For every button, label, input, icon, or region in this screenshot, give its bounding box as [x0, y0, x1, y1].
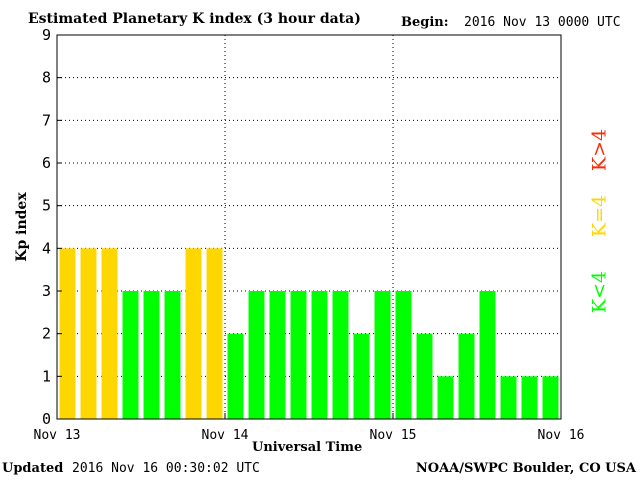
y-tick-label: 6: [42, 154, 51, 172]
y-tick-label: 2: [42, 325, 51, 343]
y-tick-label: 1: [42, 367, 51, 385]
y-tick-label: 7: [42, 111, 51, 129]
kp-bar: [353, 333, 370, 419]
y-tick-label: 8: [42, 69, 51, 87]
kp-bar: [185, 248, 202, 419]
kp-bar: [227, 333, 244, 419]
kp-bar: [416, 333, 433, 419]
kp-bar: [311, 291, 328, 419]
x-axis-label: Universal Time: [252, 440, 363, 455]
chart-title: Estimated Planetary K index (3 hour data…: [28, 11, 361, 27]
kp-bar: [248, 291, 265, 419]
updated-label: Updated: [2, 461, 64, 476]
y-tick-label: 3: [42, 282, 51, 300]
kp-bar: [542, 376, 559, 419]
plot-frame: [56, 34, 562, 420]
kp-bar: [500, 376, 517, 419]
kp-bar: [479, 291, 496, 419]
kp-bar: [290, 291, 307, 419]
kp-bar: [374, 291, 391, 419]
y-tick-label: 9: [42, 26, 51, 44]
y-tick-label: 5: [42, 197, 51, 215]
x-tick-label: Nov 14: [202, 428, 249, 443]
kp-bar: [80, 248, 97, 419]
kp-bar: [458, 333, 475, 419]
begin-value: 2016 Nov 13 0000 UTC: [464, 15, 621, 30]
kp-bar: [269, 291, 286, 419]
x-tick-label: Nov 15: [370, 428, 417, 443]
source-credit: NOAA/SWPC Boulder, CO USA: [415, 461, 636, 476]
kp-bar: [59, 248, 76, 419]
y-tick-label: 4: [42, 239, 51, 257]
x-tick-label: Nov 13: [34, 428, 81, 443]
kp-bar: [332, 291, 349, 419]
kp-bar: [437, 376, 454, 419]
kp-bar: [521, 376, 538, 419]
kp-bar: [164, 291, 181, 419]
begin-label: Begin:: [401, 15, 449, 30]
kp-bar: [206, 248, 223, 419]
y-tick-label: 0: [42, 410, 51, 428]
kp-bar: [122, 291, 139, 419]
kp-bar: [395, 291, 412, 419]
kp-bar: [143, 291, 160, 419]
updated-value: 2016 Nov 16 00:30:02 UTC: [72, 461, 260, 476]
x-tick-label: Nov 16: [538, 428, 585, 443]
kp-bar: [101, 248, 118, 419]
